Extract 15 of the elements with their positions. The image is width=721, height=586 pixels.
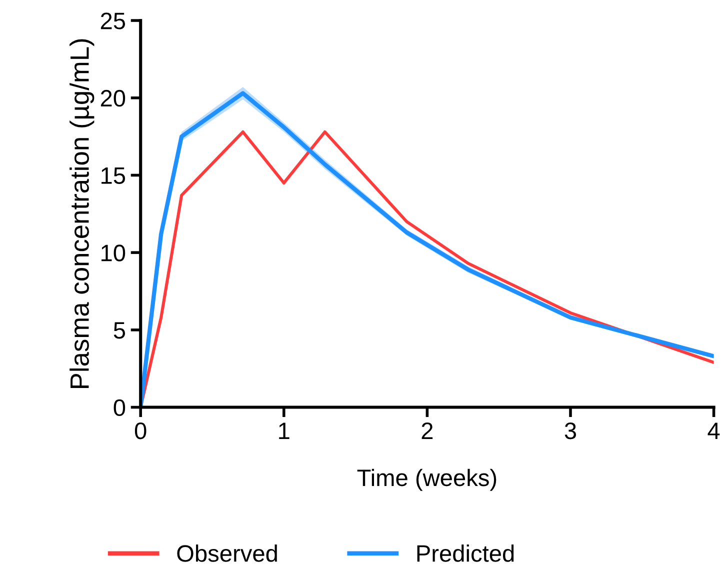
y-tick-label: 5 bbox=[114, 322, 126, 339]
x-tick-label: 3 bbox=[564, 422, 576, 440]
y-tick-label: 0 bbox=[114, 399, 126, 416]
x-tick-label: 4 bbox=[708, 422, 720, 439]
y-tick-label: 25 bbox=[100, 12, 126, 30]
y-axis-title: Plasma concentration (µg/mL) bbox=[70, 39, 94, 388]
legend-label: Observed bbox=[177, 544, 277, 562]
y-tick-label: 10 bbox=[102, 244, 126, 262]
x-tick-label: 0 bbox=[134, 422, 146, 440]
y-tick-label: 20 bbox=[100, 90, 126, 107]
x-tick-label: 2 bbox=[422, 422, 433, 439]
x-tick-label: 1 bbox=[279, 422, 290, 439]
x-axis-title: Time (weeks) bbox=[357, 468, 496, 491]
legend-label: Predicted bbox=[417, 544, 514, 562]
y-tick-label: 15 bbox=[102, 168, 126, 184]
